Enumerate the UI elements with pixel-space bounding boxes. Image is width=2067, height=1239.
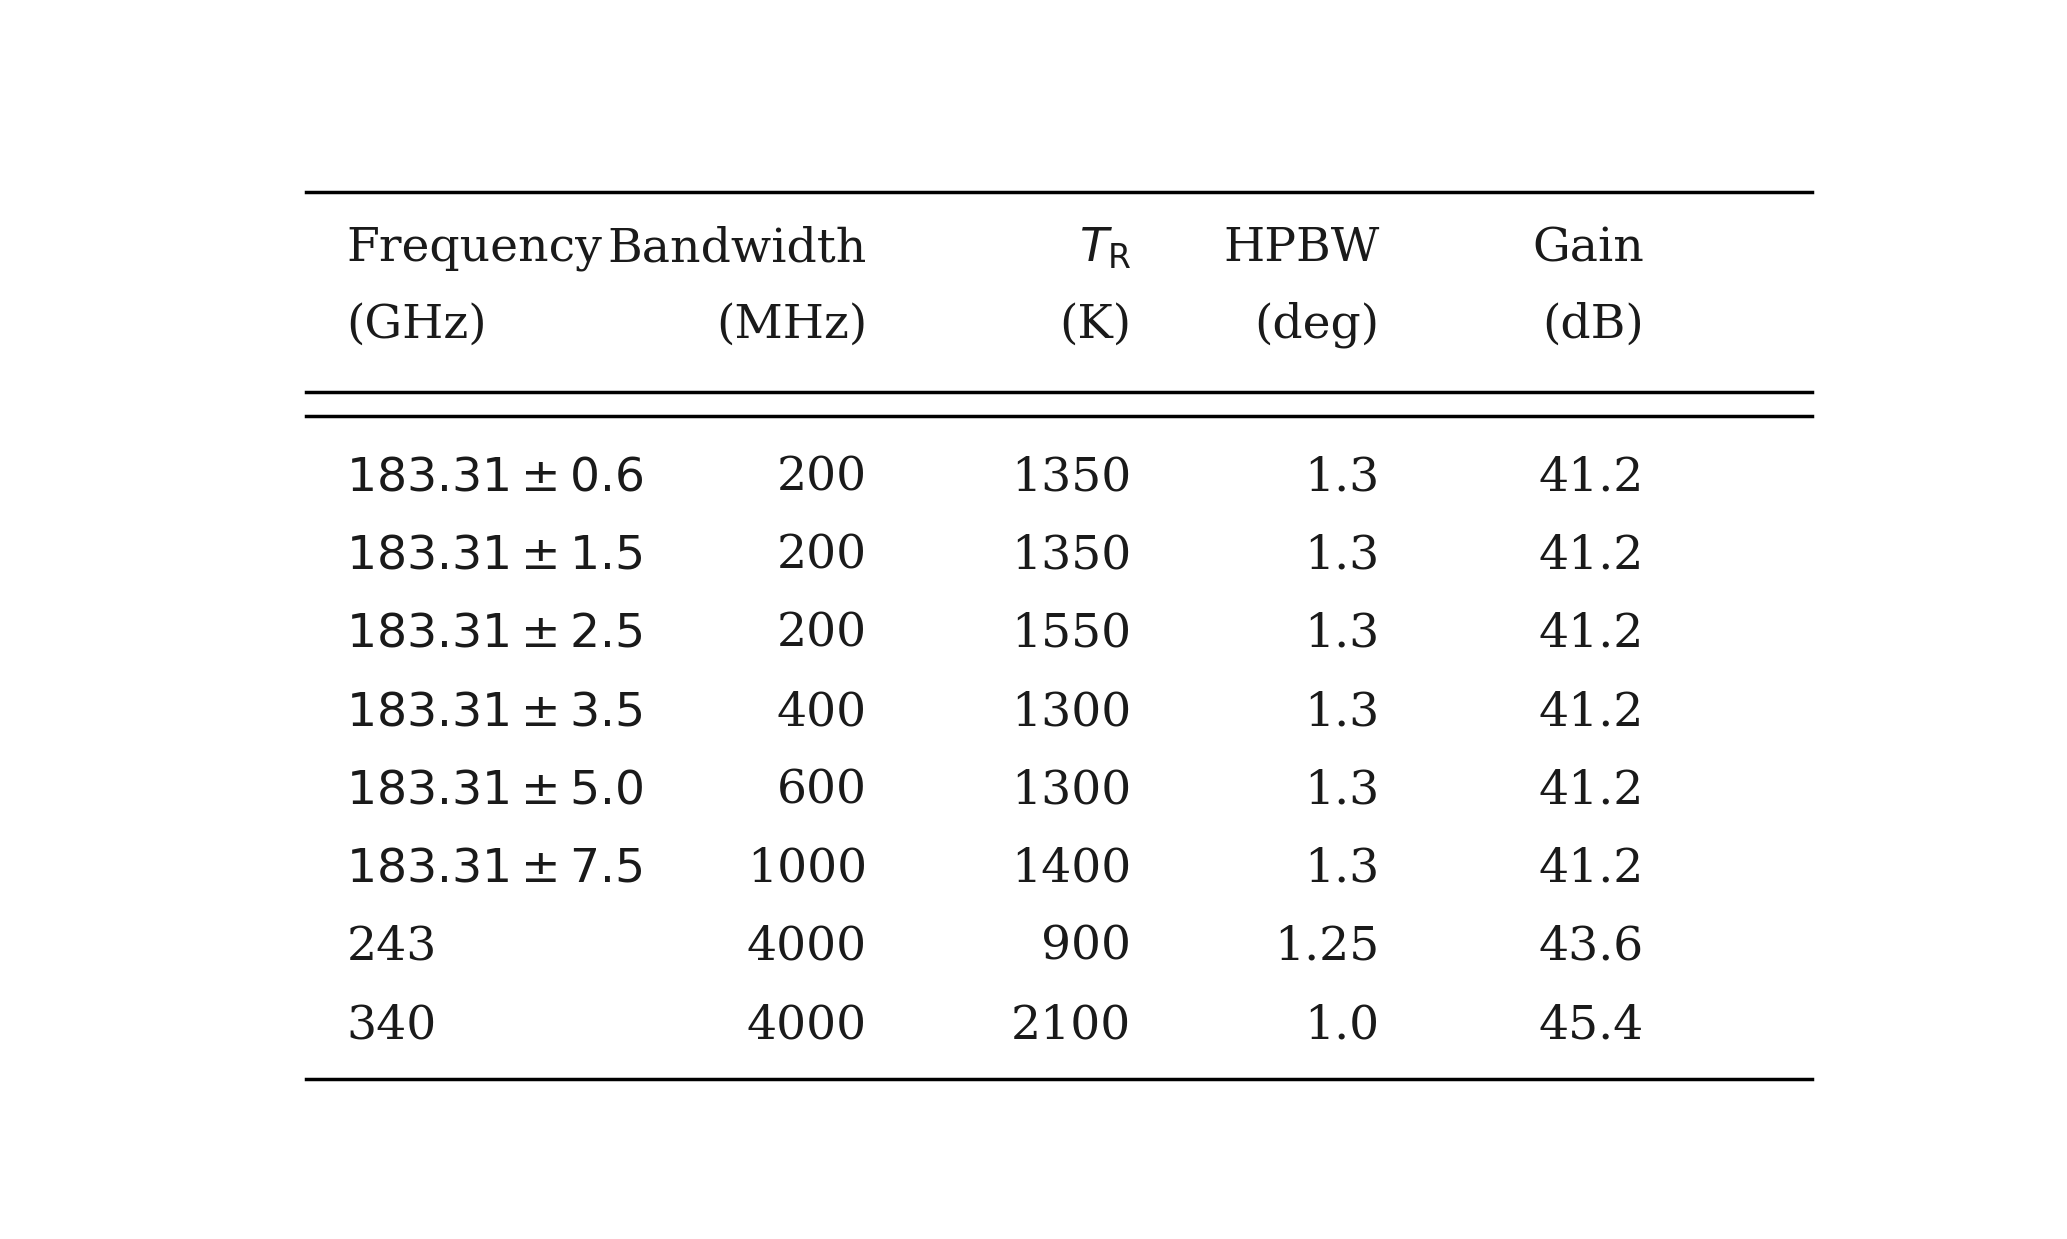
Text: 4000: 4000	[746, 1002, 868, 1048]
Text: 900: 900	[1042, 924, 1131, 970]
Text: 1.3: 1.3	[1304, 534, 1379, 579]
Text: 1550: 1550	[1011, 612, 1131, 657]
Text: 1.3: 1.3	[1304, 690, 1379, 735]
Text: Bandwidth: Bandwidth	[608, 227, 868, 271]
Text: 1.3: 1.3	[1304, 612, 1379, 657]
Text: 41.2: 41.2	[1538, 612, 1643, 657]
Text: $183.31 \pm 0.6$: $183.31 \pm 0.6$	[347, 455, 645, 501]
Text: 41.2: 41.2	[1538, 534, 1643, 579]
Text: 41.2: 41.2	[1538, 846, 1643, 892]
Text: 1300: 1300	[1011, 690, 1131, 735]
Text: 1.0: 1.0	[1304, 1002, 1379, 1048]
Text: $183.31 \pm 2.5$: $183.31 \pm 2.5$	[347, 612, 643, 657]
Text: 45.4: 45.4	[1538, 1002, 1643, 1048]
Text: 200: 200	[777, 612, 868, 657]
Text: 41.2: 41.2	[1538, 455, 1643, 501]
Text: (MHz): (MHz)	[715, 302, 868, 348]
Text: Frequency: Frequency	[347, 227, 601, 271]
Text: 340: 340	[347, 1002, 436, 1048]
Text: 41.2: 41.2	[1538, 768, 1643, 813]
Text: 200: 200	[777, 455, 868, 501]
Text: 1.3: 1.3	[1304, 846, 1379, 892]
Text: $183.31 \pm 5.0$: $183.31 \pm 5.0$	[347, 768, 643, 813]
Text: 1000: 1000	[746, 846, 868, 892]
Text: 41.2: 41.2	[1538, 690, 1643, 735]
Text: 1.3: 1.3	[1304, 455, 1379, 501]
Text: 2100: 2100	[1011, 1002, 1131, 1048]
Text: 43.6: 43.6	[1538, 924, 1643, 970]
Text: 1.25: 1.25	[1275, 924, 1379, 970]
Text: 1.3: 1.3	[1304, 768, 1379, 813]
Text: $\mathit{T}_{\mathrm{R}}$: $\mathit{T}_{\mathrm{R}}$	[1079, 225, 1131, 271]
Text: 200: 200	[777, 534, 868, 579]
Text: (deg): (deg)	[1255, 302, 1379, 348]
Text: (dB): (dB)	[1542, 302, 1643, 348]
Text: 1400: 1400	[1011, 846, 1131, 892]
Text: $183.31 \pm 1.5$: $183.31 \pm 1.5$	[347, 534, 643, 579]
Text: 400: 400	[777, 690, 868, 735]
Text: 4000: 4000	[746, 924, 868, 970]
Text: (GHz): (GHz)	[347, 302, 488, 348]
Text: 600: 600	[777, 768, 868, 813]
Text: HPBW: HPBW	[1224, 227, 1379, 271]
Text: 1300: 1300	[1011, 768, 1131, 813]
Text: 1350: 1350	[1011, 534, 1131, 579]
Text: 1350: 1350	[1011, 455, 1131, 501]
Text: 243: 243	[347, 924, 436, 970]
Text: (K): (K)	[1058, 302, 1131, 348]
Text: $183.31 \pm 7.5$: $183.31 \pm 7.5$	[347, 846, 643, 892]
Text: Gain: Gain	[1532, 227, 1643, 271]
Text: $183.31 \pm 3.5$: $183.31 \pm 3.5$	[347, 690, 643, 735]
